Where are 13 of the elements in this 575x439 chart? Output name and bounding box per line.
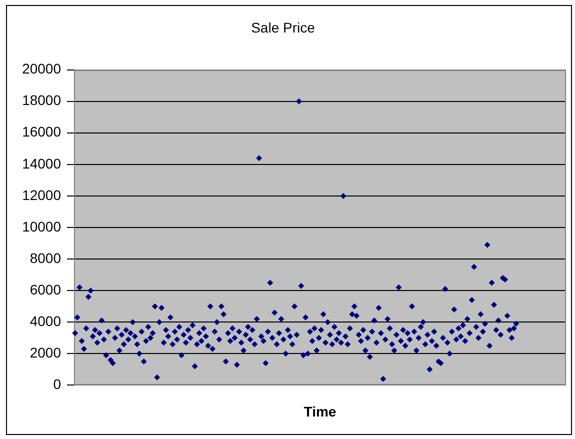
y-tick-label: 2000 bbox=[30, 344, 62, 361]
y-tick-label: 18000 bbox=[22, 92, 62, 108]
y-tick-label: 8000 bbox=[30, 250, 62, 266]
x-axis-title: Time bbox=[304, 403, 336, 420]
y-tick-label: 14000 bbox=[22, 155, 62, 172]
y-tick-label: 10000 bbox=[22, 218, 62, 234]
y-tick-label: 6000 bbox=[30, 281, 62, 298]
y-tick-label: 0 bbox=[53, 376, 62, 392]
y-tick-label: 4000 bbox=[30, 312, 62, 329]
y-tick-label: 20000 bbox=[22, 60, 62, 77]
y-tick-label: 12000 bbox=[22, 186, 62, 203]
chart-title: Sale Price bbox=[251, 19, 316, 36]
y-tick-label: 16000 bbox=[22, 124, 62, 140]
